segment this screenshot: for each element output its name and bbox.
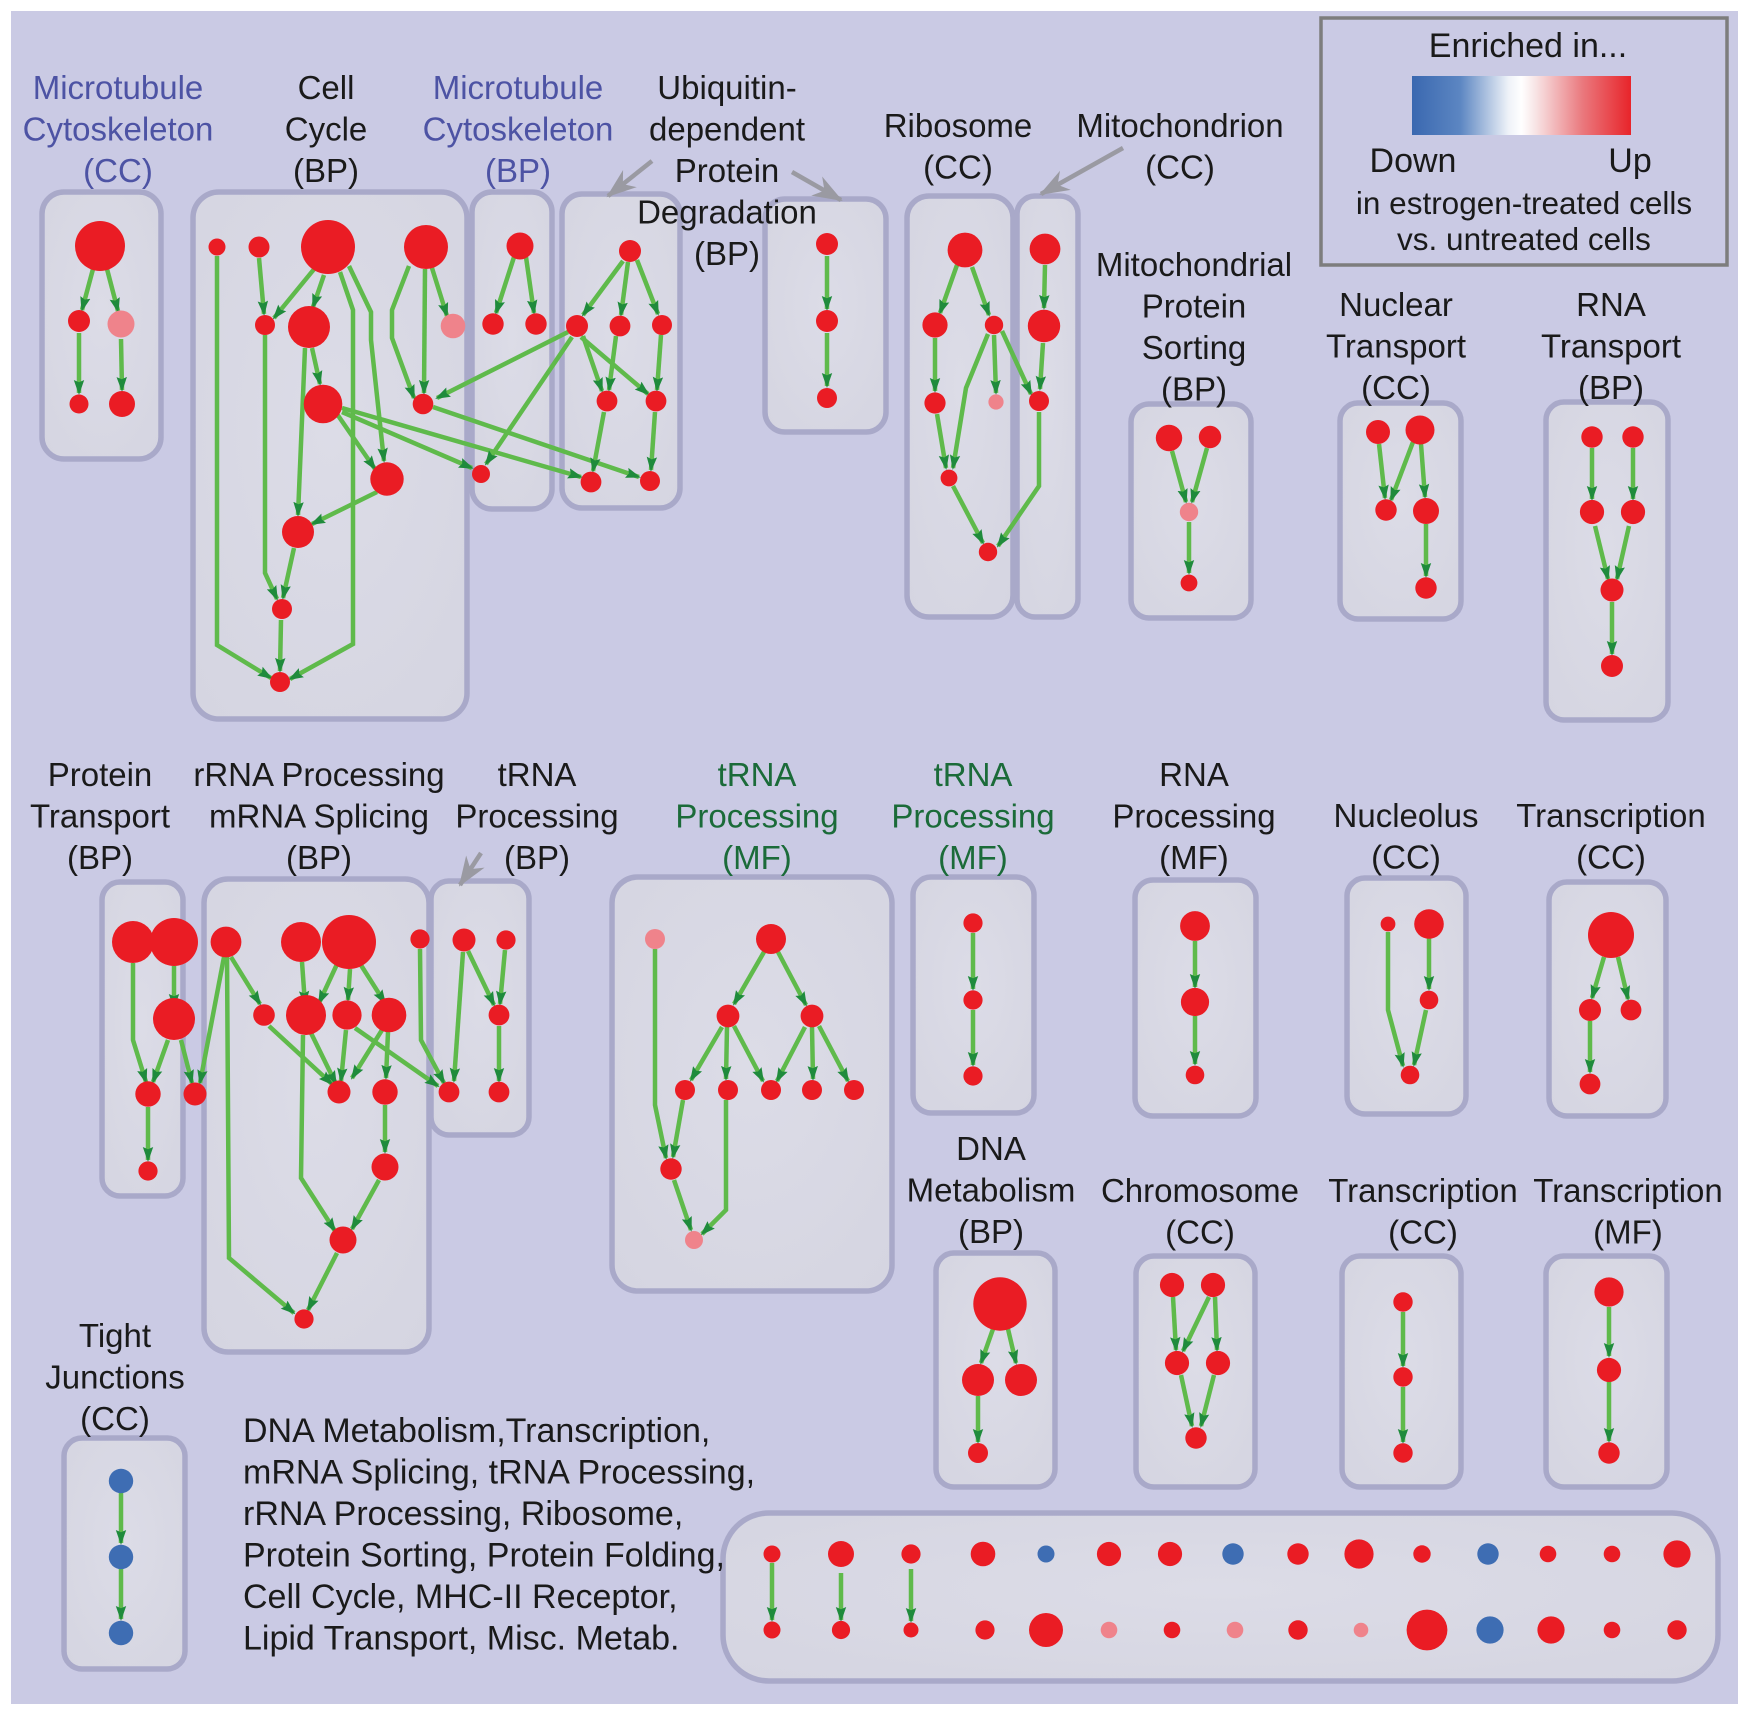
svg-text:Down: Down bbox=[1370, 142, 1457, 180]
svg-text:(BP): (BP) bbox=[485, 152, 551, 189]
svg-text:(CC): (CC) bbox=[1388, 1214, 1458, 1251]
svg-text:(BP): (BP) bbox=[286, 839, 352, 876]
svg-text:(MF): (MF) bbox=[938, 839, 1008, 876]
svg-text:(CC): (CC) bbox=[1165, 1214, 1235, 1251]
svg-text:Transport: Transport bbox=[1326, 328, 1466, 365]
svg-text:(BP): (BP) bbox=[1578, 369, 1644, 406]
svg-text:(MF): (MF) bbox=[722, 839, 792, 876]
svg-text:(BP): (BP) bbox=[1161, 371, 1227, 408]
svg-text:Transport: Transport bbox=[30, 798, 170, 835]
svg-text:(BP): (BP) bbox=[958, 1213, 1024, 1250]
svg-text:Cycle: Cycle bbox=[285, 111, 368, 148]
svg-text:mRNA Splicing, tRNA Processing: mRNA Splicing, tRNA Processing, bbox=[243, 1454, 755, 1492]
svg-text:Processing: Processing bbox=[675, 798, 838, 835]
svg-text:DNA: DNA bbox=[956, 1130, 1026, 1167]
svg-text:Cell Cycle, MHC-II Receptor,: Cell Cycle, MHC-II Receptor, bbox=[243, 1578, 678, 1616]
svg-text:(CC): (CC) bbox=[83, 152, 153, 189]
svg-text:Transport: Transport bbox=[1541, 328, 1681, 365]
svg-text:Lipid Transport, Misc. Metab.: Lipid Transport, Misc. Metab. bbox=[243, 1620, 680, 1658]
svg-text:(BP): (BP) bbox=[504, 839, 570, 876]
svg-text:DNA Metabolism,Transcription,: DNA Metabolism,Transcription, bbox=[243, 1412, 710, 1450]
svg-text:(BP): (BP) bbox=[694, 235, 760, 272]
svg-text:Degradation: Degradation bbox=[637, 194, 817, 231]
svg-text:dependent: dependent bbox=[649, 111, 805, 148]
svg-text:Nuclear: Nuclear bbox=[1339, 286, 1453, 323]
svg-text:tRNA: tRNA bbox=[498, 756, 577, 793]
svg-text:rRNA Processing, Ribosome,: rRNA Processing, Ribosome, bbox=[243, 1495, 683, 1533]
svg-text:Transcription: Transcription bbox=[1328, 1172, 1518, 1209]
svg-text:Protein Sorting, Protein Foldi: Protein Sorting, Protein Folding, bbox=[243, 1537, 725, 1575]
svg-text:(CC): (CC) bbox=[1371, 839, 1441, 876]
svg-text:in estrogen-treated cells: in estrogen-treated cells bbox=[1356, 185, 1692, 221]
svg-text:tRNA: tRNA bbox=[718, 756, 797, 793]
svg-text:Mitochondrial: Mitochondrial bbox=[1096, 246, 1292, 283]
svg-text:Microtubule: Microtubule bbox=[33, 69, 204, 106]
svg-text:Up: Up bbox=[1608, 142, 1651, 180]
svg-text:(CC): (CC) bbox=[1576, 839, 1646, 876]
svg-text:Cell: Cell bbox=[298, 69, 355, 106]
svg-text:(CC): (CC) bbox=[80, 1400, 150, 1437]
svg-text:(BP): (BP) bbox=[67, 839, 133, 876]
svg-text:Processing: Processing bbox=[891, 798, 1054, 835]
svg-text:Protein: Protein bbox=[48, 756, 153, 793]
svg-text:(CC): (CC) bbox=[1361, 369, 1431, 406]
svg-text:(CC): (CC) bbox=[1145, 149, 1215, 186]
svg-text:Protein: Protein bbox=[675, 152, 780, 189]
svg-text:Cytoskeleton: Cytoskeleton bbox=[423, 111, 614, 148]
svg-text:Transcription: Transcription bbox=[1533, 1172, 1723, 1209]
svg-text:Metabolism: Metabolism bbox=[907, 1172, 1076, 1209]
svg-text:Ribosome: Ribosome bbox=[884, 107, 1033, 144]
svg-text:Enriched in...: Enriched in... bbox=[1429, 27, 1627, 65]
svg-text:Protein: Protein bbox=[1142, 288, 1247, 325]
svg-text:Ubiquitin-: Ubiquitin- bbox=[657, 69, 796, 106]
svg-text:vs. untreated cells: vs. untreated cells bbox=[1397, 221, 1651, 257]
svg-text:Tight: Tight bbox=[79, 1317, 151, 1354]
svg-text:Transcription: Transcription bbox=[1516, 797, 1706, 834]
svg-text:Nucleolus: Nucleolus bbox=[1334, 797, 1479, 834]
svg-text:(BP): (BP) bbox=[293, 152, 359, 189]
svg-text:Microtubule: Microtubule bbox=[433, 69, 604, 106]
svg-text:RNA: RNA bbox=[1576, 286, 1646, 323]
svg-text:Chromosome: Chromosome bbox=[1101, 1172, 1299, 1209]
svg-text:(MF): (MF) bbox=[1593, 1214, 1663, 1251]
svg-text:tRNA: tRNA bbox=[934, 756, 1013, 793]
svg-text:(CC): (CC) bbox=[923, 149, 993, 186]
svg-text:(MF): (MF) bbox=[1159, 839, 1229, 876]
svg-text:Cytoskeleton: Cytoskeleton bbox=[23, 111, 214, 148]
svg-text:Sorting: Sorting bbox=[1142, 329, 1247, 366]
svg-text:Processing: Processing bbox=[1112, 798, 1275, 835]
svg-text:Junctions: Junctions bbox=[45, 1359, 184, 1396]
svg-text:Mitochondrion: Mitochondrion bbox=[1076, 107, 1283, 144]
svg-text:rRNA Processing: rRNA Processing bbox=[193, 756, 444, 793]
svg-text:mRNA Splicing: mRNA Splicing bbox=[209, 798, 429, 835]
svg-text:RNA: RNA bbox=[1159, 756, 1229, 793]
svg-text:Processing: Processing bbox=[455, 798, 618, 835]
